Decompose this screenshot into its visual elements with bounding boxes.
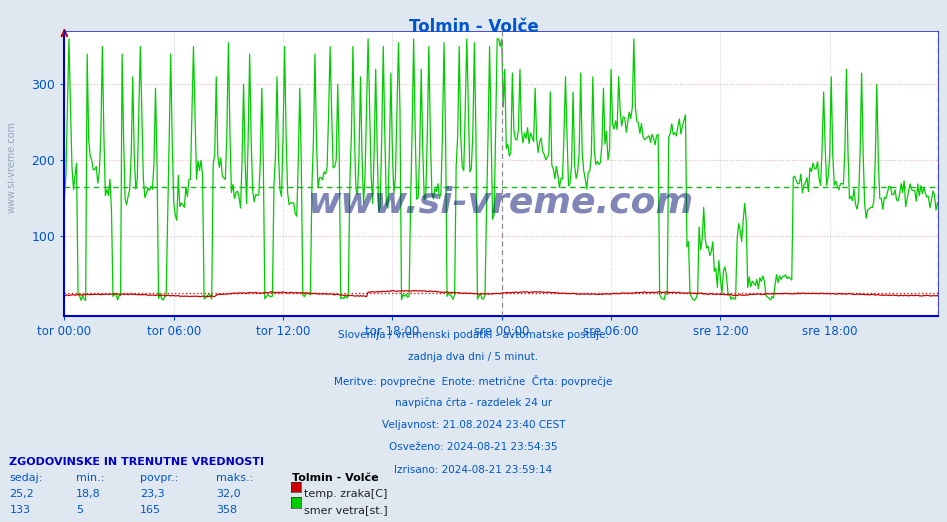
Text: Osveženo: 2024-08-21 23:54:35: Osveženo: 2024-08-21 23:54:35 <box>389 442 558 452</box>
Text: 18,8: 18,8 <box>76 489 100 499</box>
Text: 165: 165 <box>140 505 161 515</box>
Text: Tolmin - Volče: Tolmin - Volče <box>408 18 539 36</box>
Text: min.:: min.: <box>76 473 104 483</box>
Text: Meritve: povprečne  Enote: metrične  Črta: povprečje: Meritve: povprečne Enote: metrične Črta:… <box>334 375 613 387</box>
Text: sedaj:: sedaj: <box>9 473 43 483</box>
Text: ZGODOVINSKE IN TRENUTNE VREDNOSTI: ZGODOVINSKE IN TRENUTNE VREDNOSTI <box>9 457 264 467</box>
Text: zadnja dva dni / 5 minut.: zadnja dva dni / 5 minut. <box>408 352 539 362</box>
Text: Izrisano: 2024-08-21 23:59:14: Izrisano: 2024-08-21 23:59:14 <box>395 465 552 474</box>
Text: Tolmin - Volče: Tolmin - Volče <box>292 473 378 483</box>
Text: 358: 358 <box>216 505 237 515</box>
Text: temp. zraka[C]: temp. zraka[C] <box>304 489 387 499</box>
Text: 5: 5 <box>76 505 82 515</box>
Text: www.si-vreme.com: www.si-vreme.com <box>308 185 694 219</box>
Text: 25,2: 25,2 <box>9 489 34 499</box>
Text: www.si-vreme.com: www.si-vreme.com <box>7 121 16 213</box>
Text: navpična črta - razdelek 24 ur: navpična črta - razdelek 24 ur <box>395 397 552 408</box>
Text: 23,3: 23,3 <box>140 489 165 499</box>
Text: 133: 133 <box>9 505 30 515</box>
Text: smer vetra[st.]: smer vetra[st.] <box>304 505 387 515</box>
Text: 32,0: 32,0 <box>216 489 241 499</box>
Text: Slovenija / vremenski podatki - avtomatske postaje.: Slovenija / vremenski podatki - avtomats… <box>338 330 609 340</box>
Text: povpr.:: povpr.: <box>140 473 178 483</box>
Text: Veljavnost: 21.08.2024 23:40 CEST: Veljavnost: 21.08.2024 23:40 CEST <box>382 420 565 430</box>
Text: maks.:: maks.: <box>216 473 253 483</box>
